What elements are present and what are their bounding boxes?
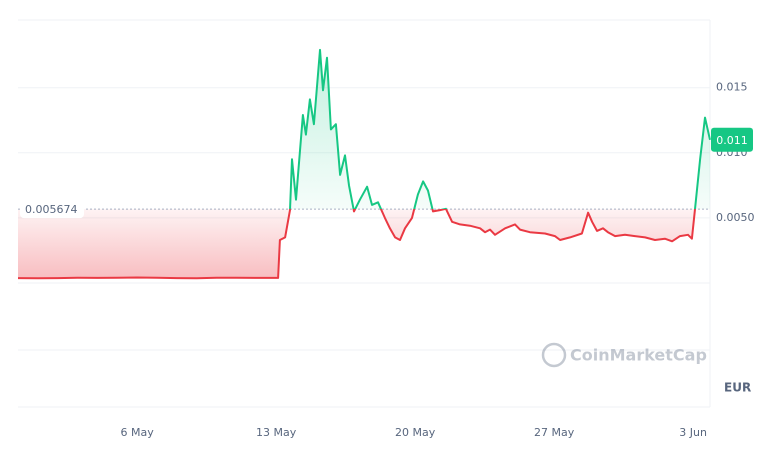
baseline-label-box [20, 200, 84, 219]
x-tick-label: 20 May [395, 426, 436, 439]
watermark-text: CoinMarketCap [570, 346, 707, 365]
watermark: CoinMarketCap [541, 342, 707, 368]
baseline-label: 0.005674 [25, 203, 78, 216]
price-line [17, 48, 711, 280]
x-tick-label: 13 May [256, 426, 297, 439]
current-price-label: 0.011 [716, 134, 748, 147]
watermark-logo [541, 342, 567, 368]
y-tick-label: 0.015 [716, 81, 748, 94]
current-price-box [711, 127, 753, 152]
x-tick-label: 6 May [121, 426, 155, 439]
x-tick-label: 27 May [534, 426, 575, 439]
y-tick-label: 0.0050 [716, 211, 755, 224]
currency-label: EUR [724, 381, 751, 395]
price-area [18, 49, 710, 279]
x-tick-label: 3 Jun [679, 426, 707, 439]
frame [18, 19, 711, 408]
